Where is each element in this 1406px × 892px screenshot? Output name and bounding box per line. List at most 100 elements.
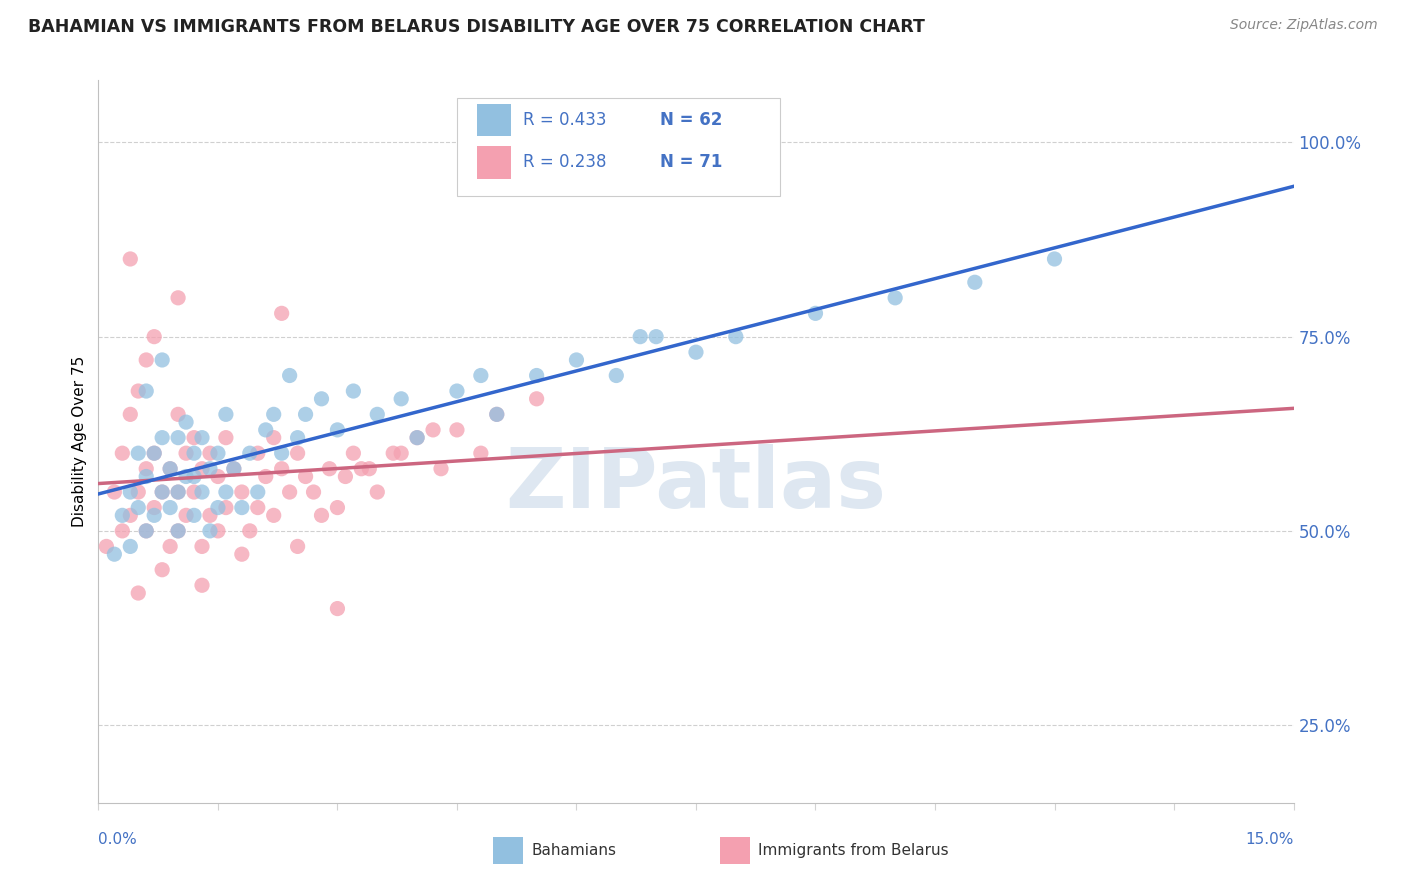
Point	[350, 461, 373, 475]
Point	[167, 524, 190, 538]
Point	[335, 469, 357, 483]
Point	[96, 540, 118, 554]
Point	[526, 392, 548, 406]
Point	[135, 461, 157, 475]
Point	[326, 423, 349, 437]
Point	[159, 540, 181, 554]
Point	[246, 485, 269, 500]
Point	[183, 508, 205, 523]
Point	[526, 368, 548, 383]
Point	[222, 461, 245, 475]
Point	[263, 431, 285, 445]
Point	[135, 384, 157, 398]
Point	[159, 500, 181, 515]
Point	[342, 384, 364, 398]
Point	[326, 500, 349, 515]
Point	[485, 408, 508, 422]
Point	[724, 329, 747, 343]
Point	[111, 508, 134, 523]
Point	[287, 431, 309, 445]
Point	[311, 392, 333, 406]
Point	[174, 415, 197, 429]
Point	[120, 485, 142, 500]
Point	[239, 446, 262, 460]
Point	[143, 446, 166, 460]
Point	[120, 252, 142, 266]
Point	[159, 461, 181, 475]
Point	[120, 508, 142, 523]
Point	[963, 275, 986, 289]
Point	[159, 461, 181, 475]
Point	[103, 547, 125, 561]
Point	[135, 524, 157, 538]
Point	[183, 469, 205, 483]
Point	[207, 469, 229, 483]
Point	[150, 485, 173, 500]
Point	[167, 524, 190, 538]
Text: R = 0.238: R = 0.238	[523, 153, 606, 171]
Point	[287, 540, 309, 554]
Point	[191, 485, 214, 500]
Point	[207, 446, 229, 460]
Point	[167, 431, 190, 445]
Text: Source: ZipAtlas.com: Source: ZipAtlas.com	[1230, 18, 1378, 32]
Point	[366, 485, 388, 500]
Point	[884, 291, 907, 305]
Point	[191, 578, 214, 592]
Point	[150, 431, 173, 445]
Text: R = 0.433: R = 0.433	[523, 111, 606, 129]
Point	[198, 524, 221, 538]
Point	[1043, 252, 1066, 266]
Text: ZIPatlas: ZIPatlas	[506, 444, 886, 525]
Point	[382, 446, 405, 460]
Point	[254, 423, 277, 437]
Point	[278, 368, 301, 383]
Point	[143, 446, 166, 460]
Point	[406, 431, 429, 445]
Point	[645, 329, 668, 343]
Point	[207, 524, 229, 538]
Text: BAHAMIAN VS IMMIGRANTS FROM BELARUS DISABILITY AGE OVER 75 CORRELATION CHART: BAHAMIAN VS IMMIGRANTS FROM BELARUS DISA…	[28, 18, 925, 36]
Point	[231, 500, 253, 515]
Point	[143, 500, 166, 515]
Point	[183, 446, 205, 460]
Text: 0.0%: 0.0%	[98, 831, 138, 847]
Point	[422, 423, 444, 437]
Point	[389, 446, 412, 460]
Point	[470, 446, 492, 460]
Point	[127, 485, 149, 500]
Point	[430, 461, 453, 475]
Point	[485, 408, 508, 422]
Point	[183, 431, 205, 445]
Point	[191, 461, 214, 475]
Point	[174, 469, 197, 483]
Text: Immigrants from Belarus: Immigrants from Belarus	[758, 843, 949, 858]
Point	[103, 485, 125, 500]
Point	[207, 500, 229, 515]
Point	[150, 353, 173, 368]
Point	[215, 408, 238, 422]
Point	[215, 431, 238, 445]
Point	[167, 408, 190, 422]
Point	[318, 461, 340, 475]
Point	[605, 368, 627, 383]
Point	[270, 306, 292, 320]
Point	[294, 408, 316, 422]
Point	[215, 485, 238, 500]
Point	[389, 392, 412, 406]
Point	[366, 408, 388, 422]
FancyBboxPatch shape	[457, 98, 780, 196]
Text: N = 62: N = 62	[661, 111, 723, 129]
Point	[446, 423, 468, 437]
Y-axis label: Disability Age Over 75: Disability Age Over 75	[72, 356, 87, 527]
Point	[198, 461, 221, 475]
Point	[150, 563, 173, 577]
Point	[685, 345, 707, 359]
Point	[326, 601, 349, 615]
Point	[278, 485, 301, 500]
Point	[406, 431, 429, 445]
Text: 15.0%: 15.0%	[1246, 831, 1294, 847]
Point	[120, 540, 142, 554]
Point	[127, 586, 149, 600]
Point	[135, 469, 157, 483]
